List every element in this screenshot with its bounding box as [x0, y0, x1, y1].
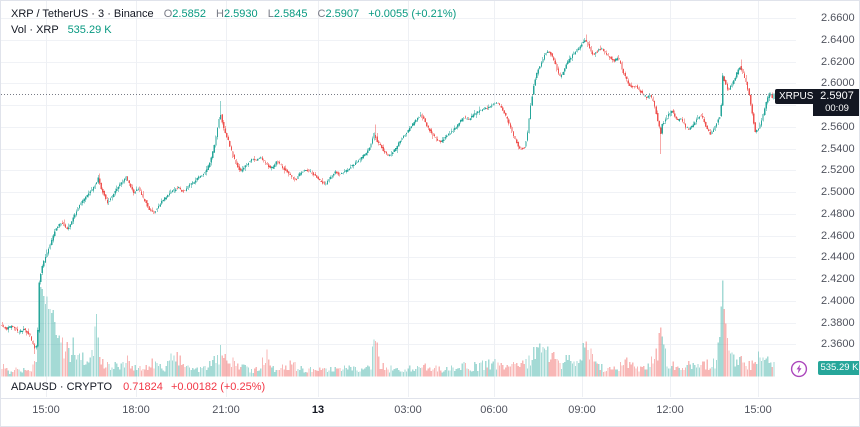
price-axis-label: 2.5600 — [821, 120, 855, 133]
open-label: O — [163, 8, 173, 20]
price-axis-label: 2.4000 — [821, 294, 855, 307]
time-axis-label: 15:00 — [744, 404, 772, 416]
time-axis[interactable]: 15:00 18:00 21:00 13 03:00 06:00 09:00 12:00 15:… — [1, 398, 859, 426]
low-label: L — [267, 8, 274, 20]
time-axis-label: 13 — [311, 404, 325, 416]
overlay-symbol-change: +0.00182 (+0.25%) — [170, 381, 266, 393]
price-axis-label: 2.6000 — [821, 77, 855, 90]
time-axis-label: 06:00 — [480, 404, 508, 416]
close-label: C — [317, 8, 326, 20]
time-axis-label: 18:00 — [122, 404, 150, 416]
symbol-legend-row-main[interactable]: XRP / TetherUS · 3 · Binance O2.5852 H2.… — [11, 7, 456, 21]
bar-countdown: 00:09 — [825, 103, 849, 114]
price-axis-label: 2.5000 — [821, 186, 855, 199]
close-value: 2.5907 — [325, 8, 360, 20]
price-axis-label: 2.4400 — [821, 251, 855, 264]
price-axis-label: 2.4200 — [821, 273, 855, 286]
price-axis-label: 2.5200 — [821, 164, 855, 177]
time-axis-label: 09:00 — [568, 404, 596, 416]
gridlines — [1, 1, 796, 397]
low-value: 2.5845 — [273, 8, 308, 20]
time-axis-label: 15:00 — [32, 404, 60, 416]
last-price-label: 2.5907 00:09 — [813, 89, 859, 116]
volume-indicator-label: Vol · XRP — [11, 24, 59, 36]
overlay-symbol-legend[interactable]: ADAUSD · CRYPTO 0.71824 +0.00182 (+0.25%… — [11, 381, 265, 393]
volume-scale-label: 535.29 K — [818, 361, 859, 375]
time-axis-label: 12:00 — [656, 404, 684, 416]
price-axis-label: 2.6200 — [821, 55, 855, 68]
high-label: H — [216, 8, 224, 20]
price-axis-label: 2.6400 — [821, 33, 855, 46]
change-value: +0.0055 (+0.21%) — [368, 8, 457, 20]
last-price-value: 2.5907 — [820, 90, 854, 102]
price-axis[interactable]: 2.6600 2.6400 2.6200 2.6000 2.5600 2.5400 2.52… — [796, 1, 859, 398]
time-axis-label: 21:00 — [212, 404, 240, 416]
price-axis-label: 2.3800 — [821, 316, 855, 329]
price-axis-label: 2.6600 — [821, 12, 855, 25]
symbol-title: XRP / TetherUS · 3 · Binance — [11, 8, 154, 20]
volume-indicator-value: 535.29 K — [67, 24, 112, 36]
lightning-icon[interactable] — [790, 360, 808, 378]
high-value: 2.5930 — [223, 8, 258, 20]
price-axis-label: 2.4600 — [821, 229, 855, 242]
price-axis-label: 2.5400 — [821, 142, 855, 155]
price-axis-label: 2.3600 — [821, 338, 855, 351]
symbol-legend: XRP / TetherUS · 3 · Binance O2.5852 H2.… — [11, 7, 456, 39]
open-value: 2.5852 — [172, 8, 206, 20]
time-axis-label: 03:00 — [394, 404, 422, 416]
volume-bars — [1, 280, 775, 377]
price-axis-label: 2.4800 — [821, 207, 855, 220]
volume-legend-row[interactable]: Vol · XRP 535.29 K — [11, 23, 456, 37]
candles — [1, 34, 775, 355]
overlay-symbol-title: ADAUSD · CRYPTO — [11, 381, 113, 393]
overlay-symbol-price: 0.71824 — [123, 381, 163, 393]
